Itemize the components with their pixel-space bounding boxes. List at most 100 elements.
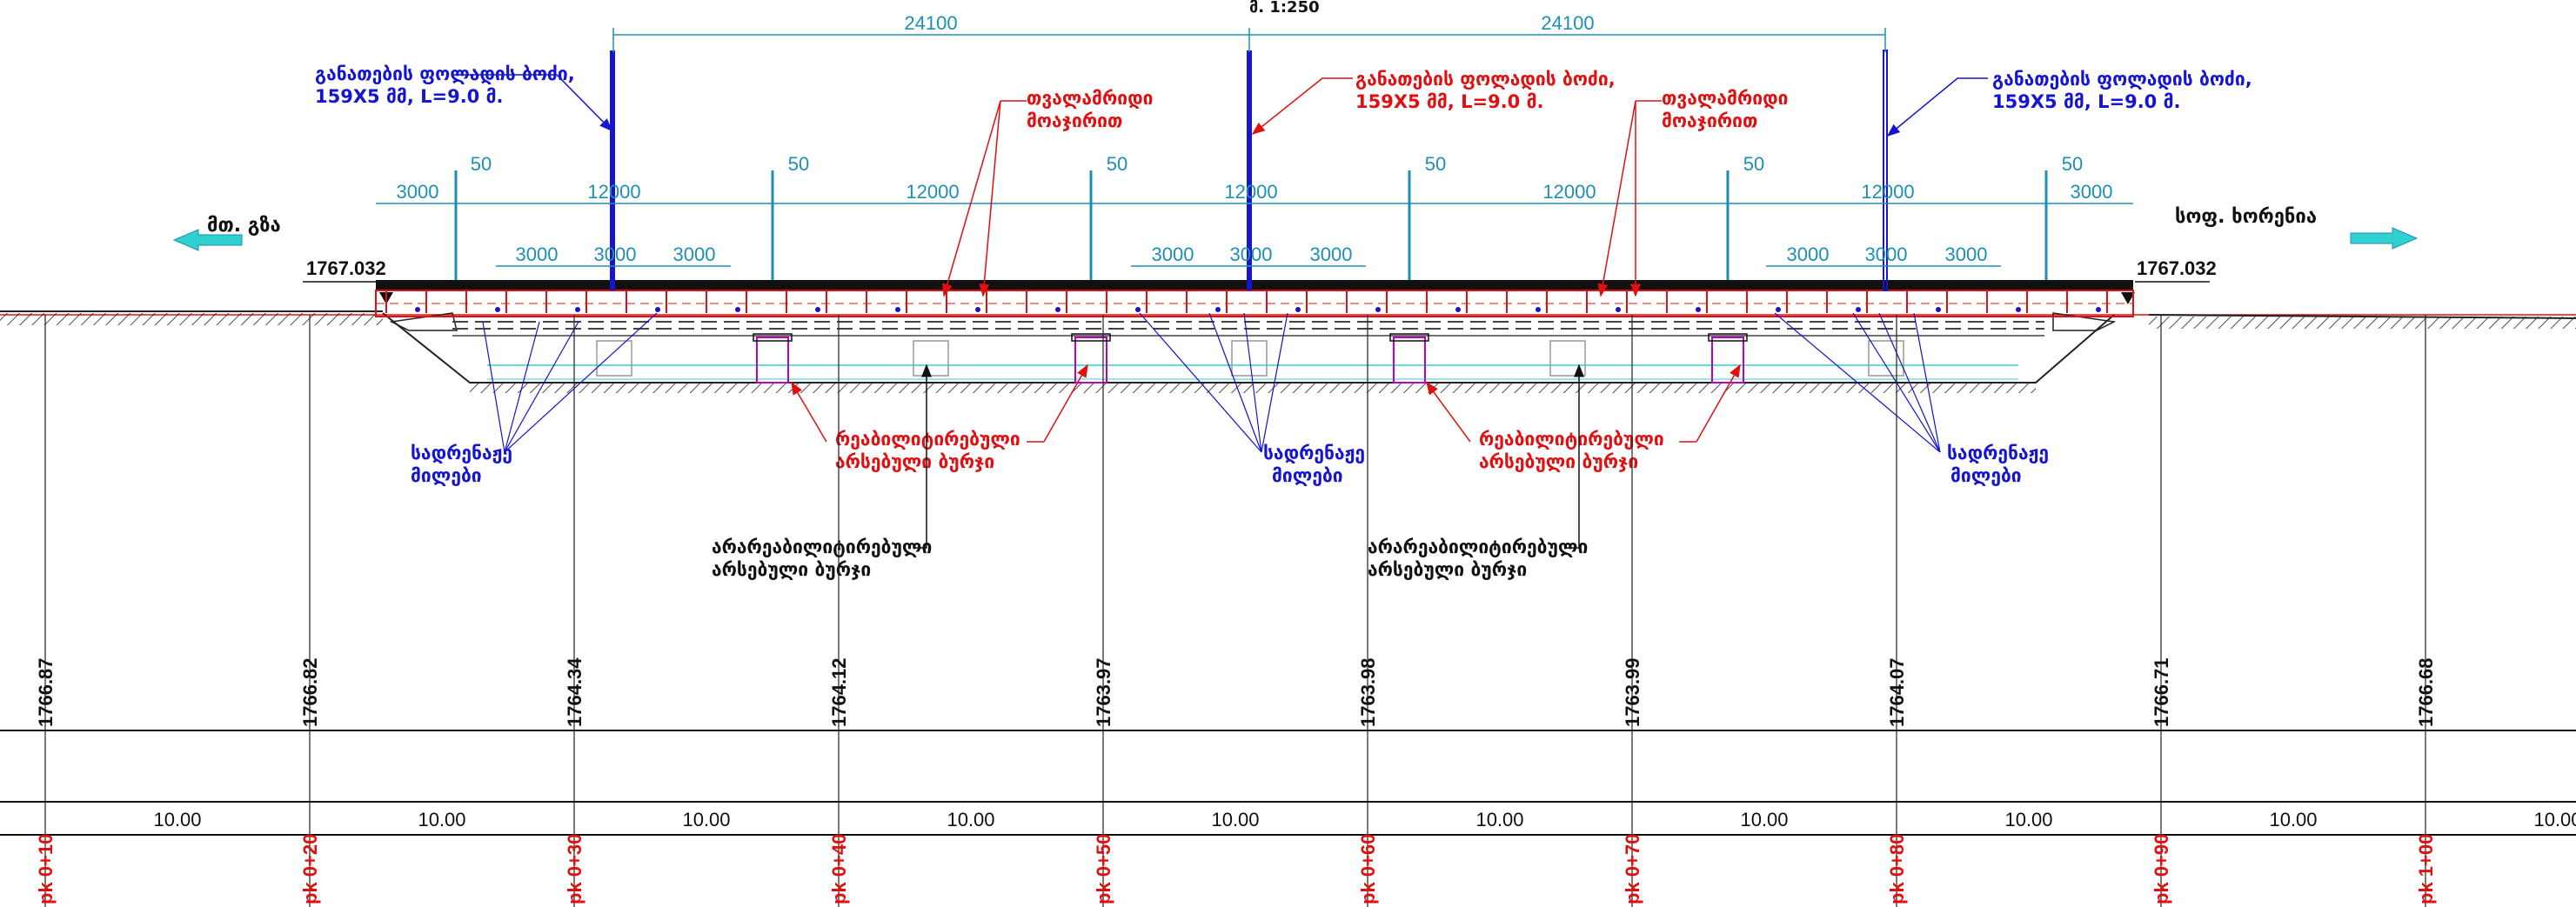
span-dim-4: 12000 bbox=[1224, 181, 1277, 203]
svg-text:არსებული ბურჯი: არსებული ბურჯი bbox=[1368, 559, 1527, 580]
span-dim-5: 12000 bbox=[1542, 181, 1596, 203]
sub-dim-3: 3000 bbox=[673, 243, 716, 265]
profile-distance: 10.00 bbox=[418, 809, 465, 830]
svg-text:განათების ფოლადის ბოძი,: განათების ფოლადის ბოძი, bbox=[1992, 69, 2252, 90]
rehabilitated-pier bbox=[1711, 337, 1744, 383]
profile-elevation: 1766.87 bbox=[35, 657, 57, 727]
offset-label-6: 50 bbox=[2062, 153, 2083, 175]
svg-text:განათების ფოლადის ბოძი,: განათების ფოლადის ბოძი, bbox=[1355, 69, 1616, 90]
profile-distance: 10.00 bbox=[1475, 809, 1523, 830]
profile-distance: 10.00 bbox=[1211, 809, 1259, 830]
direction-left-label: მთ. გზა bbox=[207, 215, 281, 237]
svg-text:რეაბილიტირებული: რეაბილიტირებული bbox=[1479, 429, 1664, 450]
sub-dim-5: 3000 bbox=[1230, 243, 1273, 265]
profile-picket: pk 0+80 bbox=[1886, 834, 1908, 904]
offset-label-2: 50 bbox=[788, 153, 809, 175]
existing-pier bbox=[596, 340, 632, 377]
profile-picket: pk 0+10 bbox=[35, 834, 57, 904]
existing-pier bbox=[1868, 340, 1904, 377]
sub-dimensions: 3000 3000 3000 3000 3000 3000 3000 3000 … bbox=[496, 243, 2001, 267]
note-pier-right: რეაბილიტირებული არსებული ბურჯი bbox=[1426, 363, 1741, 472]
span-dim-8: 3000 bbox=[2071, 181, 2113, 203]
span-posts bbox=[454, 170, 2048, 280]
sub-dim-4: 3000 bbox=[1152, 243, 1194, 265]
offset-labels: 50 50 50 50 50 50 bbox=[471, 153, 2083, 175]
rehabilitated-pier bbox=[1074, 337, 1107, 383]
profile-columns: 1766.87 pk 0+10 10.00 1766.82 pk 0+20 10.00 17… bbox=[35, 315, 2576, 907]
profile-distance: 10.00 bbox=[2269, 809, 2317, 830]
svg-text:თვალამრიდი: თვალამრიდი bbox=[1027, 88, 1153, 109]
svg-text:რეაბილიტირებული: რეაბილიტირებული bbox=[835, 429, 1020, 450]
drawing-scale: მ. 1:250 bbox=[1249, 0, 1320, 17]
svg-text:სადრენაჟე: სადრენაჟე bbox=[1947, 443, 2049, 464]
svg-text:სადრენაჟე: სადრენაჟე bbox=[1263, 443, 1365, 464]
offset-label-3: 50 bbox=[1107, 153, 1127, 175]
note-drain-mid: სადრენაჟე მილები bbox=[1139, 312, 1365, 486]
pier-cap bbox=[1389, 333, 1429, 342]
offset-label-1: 50 bbox=[471, 153, 492, 175]
top-dimension: 24100 24100 bbox=[612, 12, 1886, 52]
note-deck-right: თვალამრიდი მოაჯირით bbox=[1597, 88, 1788, 297]
profile-distance: 10.00 bbox=[2533, 809, 2576, 830]
drain-outlet bbox=[1696, 307, 1701, 312]
profile-picket: pk 0+50 bbox=[1093, 834, 1114, 904]
drain-outlet bbox=[1616, 307, 1621, 312]
rehabilitated-pier bbox=[756, 337, 789, 383]
drain-outlet bbox=[575, 307, 580, 312]
span-dim-3: 12000 bbox=[906, 181, 959, 203]
profile-elevation: 1766.68 bbox=[2415, 657, 2437, 727]
svg-text:სადრენაჟე: სადრენაჟე bbox=[411, 443, 512, 464]
rehabilitated-pier bbox=[1393, 337, 1426, 383]
note-pipe-mid: განათების ფოლადის ბოძი, 159X5 მმ, L=9.0 … bbox=[1251, 69, 1616, 135]
profile-distance: 10.00 bbox=[2004, 809, 2052, 830]
drain-outlet bbox=[735, 307, 740, 312]
svg-text:არარეაბილიტირებული: არარეაბილიტირებული bbox=[712, 537, 932, 557]
drain-outlets bbox=[415, 307, 2101, 312]
drain-outlet bbox=[2016, 307, 2021, 312]
profile-picket: pk 0+60 bbox=[1357, 834, 1379, 904]
profile-elevation: 1766.82 bbox=[299, 657, 321, 727]
svg-text:თვალამრიდი: თვალამრიდი bbox=[1662, 88, 1788, 109]
span-dim-6: 12000 bbox=[1861, 181, 1914, 203]
note-exist-left: არარეაბილიტირებული არსებული ბურჯი bbox=[712, 363, 932, 580]
sub-dim-1: 3000 bbox=[516, 243, 559, 265]
existing-pier bbox=[913, 340, 949, 377]
drain-outlet bbox=[1295, 307, 1301, 312]
drain-outlet bbox=[415, 307, 420, 312]
profile-picket: pk 1+00 bbox=[2415, 834, 2437, 904]
drain-outlet bbox=[815, 307, 820, 312]
direction-right-label: სოფ. ხორენია bbox=[2175, 206, 2317, 228]
direction-right: სოფ. ხორენია bbox=[2175, 206, 2419, 250]
profile-elevation: 1763.97 bbox=[1093, 657, 1114, 727]
sub-dim-7: 3000 bbox=[1787, 243, 1830, 265]
drain-outlet bbox=[1455, 307, 1461, 312]
svg-text:განათების ფოლადის ბოძი,: განათების ფოლადის ბოძი, bbox=[315, 63, 575, 84]
sub-dim-8: 3000 bbox=[1865, 243, 1908, 265]
note-deck-left: თვალამრიდი მოაჯირით bbox=[941, 88, 1153, 297]
profile-picket: pk 0+70 bbox=[1622, 834, 1643, 904]
pier-cap bbox=[1071, 333, 1111, 342]
abutment-right bbox=[2052, 281, 2210, 331]
drain-outlet bbox=[1215, 307, 1221, 312]
svg-text:არსებული ბურჯი: არსებული ბურჯი bbox=[1479, 451, 1638, 472]
profile-elevation: 1764.34 bbox=[564, 657, 585, 727]
svg-text:მილები: მილები bbox=[1272, 465, 1343, 486]
drain-outlet bbox=[1536, 307, 1541, 312]
span-dimension: 3000 12000 12000 12000 12000 12000 3000 bbox=[376, 181, 2133, 204]
span-dim-1: 3000 bbox=[397, 181, 439, 203]
existing-pier bbox=[1549, 340, 1586, 377]
svg-text:მილები: მილები bbox=[411, 465, 482, 486]
bridge-deck bbox=[375, 280, 2134, 337]
drain-outlet bbox=[2096, 307, 2101, 312]
profile-elevation: 1764.07 bbox=[1886, 657, 1908, 727]
direction-left: მთ. გზა bbox=[172, 215, 281, 251]
drain-outlet bbox=[1936, 307, 1941, 312]
drain-outlet bbox=[1776, 307, 1781, 312]
offset-label-4: 50 bbox=[1425, 153, 1446, 175]
sub-dim-6: 3000 bbox=[1310, 243, 1353, 265]
pier-cap bbox=[1708, 333, 1748, 342]
svg-text:არსებული ბურჯი: არსებული ბურჯი bbox=[712, 559, 871, 580]
note-exist-right: არარეაბილიტირებული არსებული ბურჯი bbox=[1368, 363, 1588, 580]
note-drain-right: სადრენაჟე მილები bbox=[1774, 312, 2049, 486]
profile-elevation: 1766.71 bbox=[2151, 657, 2172, 727]
